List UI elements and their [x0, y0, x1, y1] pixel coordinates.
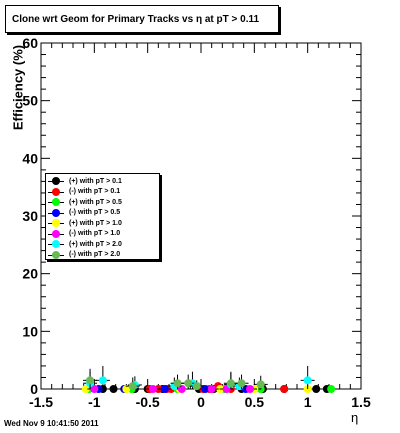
- y-axis-label: Efficiency (%): [10, 44, 26, 131]
- y-tick-label: 60: [22, 35, 38, 51]
- data-point: [160, 385, 169, 393]
- y-tick-label: 30: [22, 208, 38, 224]
- legend-marker-icon: [46, 239, 66, 249]
- legend-label: (-) with pT > 1.0: [69, 230, 121, 238]
- data-point: [98, 376, 107, 385]
- legend-marker-icon: [46, 250, 66, 260]
- legend-entry: (-) with pT > 1.0: [46, 229, 159, 240]
- data-point: [184, 379, 193, 388]
- x-tick-label: 0.5: [245, 394, 265, 410]
- legend-label: (-) with pT > 0.1: [69, 188, 121, 196]
- data-point: [246, 385, 255, 393]
- legend-entry: (+) with pT > 2.0: [46, 239, 159, 250]
- data-point: [173, 379, 182, 388]
- legend-marker-icon: [46, 187, 66, 197]
- legend-label: (+) with pT > 0.1: [69, 177, 122, 185]
- legend-entry: (-) with pT > 2.0: [46, 250, 159, 261]
- legend-marker-icon: [46, 229, 66, 239]
- data-point: [256, 380, 265, 389]
- legend-label: (-) with pT > 2.0: [69, 251, 121, 259]
- x-tick-label: 1: [304, 394, 312, 410]
- chart-title: Clone wrt Geom for Primary Tracks vs η a…: [5, 5, 279, 33]
- data-point: [149, 385, 157, 393]
- x-axis-label: η: [351, 410, 359, 425]
- data-point: [226, 379, 235, 388]
- data-point: [177, 385, 186, 393]
- timestamp-footer: Wed Nov 9 10:41:50 2011: [4, 419, 99, 428]
- data-point: [86, 376, 95, 385]
- data-point: [327, 385, 336, 393]
- legend: (+) with pT > 0.1 (-) with pT > 0.1 (+) wi…: [45, 173, 160, 260]
- legend-label: (+) with pT > 1.0: [69, 219, 122, 227]
- data-point: [192, 382, 201, 391]
- x-tick-label: -0.5: [136, 394, 160, 410]
- legend-entry: (+) with pT > 1.0: [46, 218, 159, 229]
- data-points: [78, 365, 339, 393]
- data-point: [90, 385, 99, 393]
- legend-marker-icon: [46, 218, 66, 228]
- legend-entry: (+) with pT > 0.1: [46, 176, 159, 187]
- y-tick-label: 10: [22, 323, 38, 339]
- axis-tick-labels: 0 10 20 30 40 50 60 -1.5 -1 -0.5 0 0.5 1 1.5: [22, 35, 371, 410]
- data-point: [280, 385, 289, 393]
- x-tick-label: -1: [88, 394, 101, 410]
- legend-marker-icon: [46, 176, 66, 186]
- data-point: [207, 385, 216, 393]
- legend-label: (+) with pT > 0.5: [69, 198, 122, 206]
- data-point: [128, 382, 137, 391]
- data-point: [109, 385, 118, 393]
- y-tick-label: 0: [30, 381, 38, 397]
- data-point: [303, 376, 312, 385]
- legend-label: (+) with pT > 2.0: [69, 240, 122, 248]
- legend-marker-icon: [46, 208, 66, 218]
- legend-entry: (+) with pT > 0.5: [46, 197, 159, 208]
- legend-marker-icon: [46, 197, 66, 207]
- x-tick-label: 1.5: [351, 394, 371, 410]
- data-point: [312, 385, 321, 393]
- data-point: [122, 385, 131, 393]
- y-tick-label: 40: [22, 150, 38, 166]
- y-tick-label: 20: [22, 266, 38, 282]
- series-5: [87, 385, 258, 393]
- legend-entry: (-) with pT > 0.1: [46, 187, 159, 198]
- y-tick-label: 50: [22, 93, 38, 109]
- x-tick-label: 0: [197, 394, 205, 410]
- x-tick-label: -1.5: [29, 394, 53, 410]
- series-7: [83, 368, 268, 391]
- legend-label: (-) with pT > 0.5: [69, 209, 121, 217]
- data-point: [81, 385, 90, 393]
- data-point: [237, 379, 246, 388]
- legend-entry: (-) with pT > 0.5: [46, 208, 159, 219]
